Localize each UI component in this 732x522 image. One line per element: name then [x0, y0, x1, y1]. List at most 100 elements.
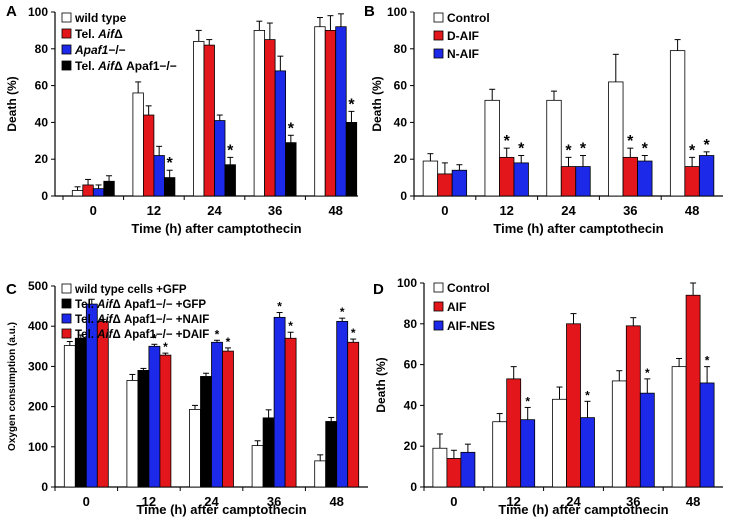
panel-b-significance-star: *: [580, 141, 587, 158]
panel-d-x-tick-label: 48: [686, 494, 700, 509]
panel-c-x-tick-label: 12: [142, 494, 156, 509]
panel-b-legend-swatch: [433, 30, 444, 41]
panel-a-bar: [92, 188, 105, 197]
panel-a-y-tick-label: 80: [35, 42, 49, 56]
panel-b-bar: [608, 81, 624, 197]
panel-d: D 0 20 40 60 80 100 Death (%) Time (h) after cam…: [373, 276, 723, 517]
panel-c-bar: [347, 341, 360, 488]
panel-c-bar: [325, 421, 338, 488]
panel-d-y-tick-label: 20: [404, 439, 418, 453]
panel-d-x-axis-label: Time (h) after camptothecin: [498, 502, 668, 517]
panel-c-bar: [336, 320, 349, 488]
panel-d-y-tick-label: 60: [404, 358, 418, 372]
panel-c-bar: [74, 337, 87, 488]
panel-d-legend-label: Control: [447, 281, 490, 295]
panel-d-legend-swatch: [433, 282, 444, 293]
panel-b-y-tick-label: 40: [394, 115, 408, 129]
panel-b-significance-star: *: [642, 141, 649, 158]
panel-c-legend-label: wild type cells +GFP: [74, 284, 187, 296]
panel-c-y-tick-label: 500: [28, 279, 48, 293]
panel-a-letter: A: [6, 3, 17, 20]
panel-b-bar: [637, 160, 653, 197]
panel-c-significance-star: *: [163, 340, 168, 354]
panel-b-x-tick-label: 0: [441, 203, 448, 218]
panel-b-significance-star: *: [627, 133, 634, 150]
panel-a-significance-star: *: [167, 155, 174, 172]
panel-a-bar: [214, 120, 226, 197]
panel-a-bar: [142, 114, 155, 197]
panel-d-significance-star: *: [705, 354, 710, 368]
panel-b-significance-star: *: [504, 133, 511, 150]
panel-d-bar: [520, 419, 536, 488]
panel-a-x-tick-label: 48: [328, 203, 342, 218]
panel-b-legend-label: D-AIF: [447, 29, 479, 43]
panel-c-legend-swatch: [61, 283, 72, 294]
panel-d-significance-star: *: [585, 388, 590, 402]
panel-b-significance-star: *: [565, 142, 572, 159]
panel-a-bar: [71, 190, 84, 197]
panel-a-x-tick-label: 0: [90, 203, 97, 218]
panel-d-letter: D: [373, 281, 384, 298]
panel-a-significance-star: *: [227, 142, 234, 159]
panel-b: B 0 20 40 60 80 100 Death (%) Time (h) after cam…: [364, 3, 723, 236]
panel-d-x-tick-label: 36: [626, 494, 640, 509]
panel-a-bar: [345, 122, 358, 197]
panel-c-legend-label: Tel. AifΔ Apaf1−/− +GFP: [75, 299, 206, 311]
panel-c-y-axis-label: Oxygen consumption (a.u.): [7, 322, 18, 451]
panel-b-significance-star: *: [703, 137, 710, 154]
panel-b-legend-label: Control: [447, 11, 490, 25]
panel-c-y-tick-label: 200: [28, 400, 48, 414]
panel-b-bar: [669, 50, 686, 197]
panel-b-significance-star: *: [689, 142, 696, 159]
panel-c-y-tick-label: 300: [28, 359, 48, 373]
panel-b-x-tick-label: 24: [561, 203, 576, 218]
panel-a-legend-swatch: [61, 12, 72, 23]
panel-b-bar: [622, 156, 638, 197]
panel-d-y-tick-label: 0: [410, 480, 417, 494]
panel-a-bar: [285, 142, 297, 197]
panel-c-bar: [222, 350, 234, 488]
panel-d-bar: [580, 417, 595, 488]
panel-b-y-tick-label: 20: [394, 152, 408, 166]
panel-c-letter: C: [6, 281, 17, 298]
panel-d-bar: [671, 366, 687, 488]
panel-a-y-tick-label: 60: [35, 79, 49, 93]
panel-b-bar: [484, 99, 500, 197]
panel-c-significance-star: *: [152, 331, 157, 345]
panel-c: C 0 100 200 300 400 500 Oxygen consumption (a.u…: [6, 279, 368, 517]
panel-b-bar: [546, 99, 562, 197]
panel-b-y-axis-label: Death (%): [370, 76, 384, 131]
panel-d-y-axis-label: Death (%): [374, 357, 388, 412]
panel-c-y-tick-label: 0: [41, 480, 48, 494]
panel-a-significance-star: *: [288, 120, 295, 137]
panel-a-y-tick-label: 20: [35, 152, 49, 166]
panel-c-x-tick-label: 36: [267, 494, 281, 509]
panel-c-legend-label: Tel. AifΔ Apaf1−/− +NAIF: [75, 314, 209, 326]
panel-d-bar: [685, 294, 701, 488]
panel-c-bar: [137, 370, 150, 488]
panel-a-bar: [163, 177, 176, 197]
panel-b-legend-swatch: [433, 48, 444, 59]
panel-d-y-tick-label: 80: [404, 317, 418, 331]
panel-b-legend-label: N-AIF: [447, 47, 479, 61]
panel-d-bar: [492, 421, 508, 488]
panel-d-bar: [566, 323, 581, 488]
panel-a-bar: [314, 26, 326, 197]
panel-a-legend-label: wild type: [74, 11, 127, 25]
panel-a-legend-swatch: [61, 60, 72, 71]
panel-b-letter: B: [364, 3, 375, 20]
panel-a-significance-star: *: [348, 96, 355, 113]
panel-a-bar: [274, 70, 287, 197]
panel-a-y-tick-label: 0: [41, 189, 48, 203]
panel-c-legend-swatch: [61, 313, 72, 324]
panel-c-significance-star: *: [288, 319, 293, 333]
panel-c-x-tick-label: 24: [204, 494, 219, 509]
panel-b-bar: [437, 173, 453, 197]
panel-b-bar: [422, 160, 439, 197]
panel-c-significance-star: *: [215, 327, 220, 341]
panel-c-significance-star: *: [226, 335, 231, 349]
panel-c-significance-star: *: [340, 305, 345, 319]
panel-a-bar: [264, 39, 276, 197]
panel-d-legend-label: AIF-NES: [447, 319, 495, 333]
panel-d-y-tick-label: 40: [404, 398, 418, 412]
